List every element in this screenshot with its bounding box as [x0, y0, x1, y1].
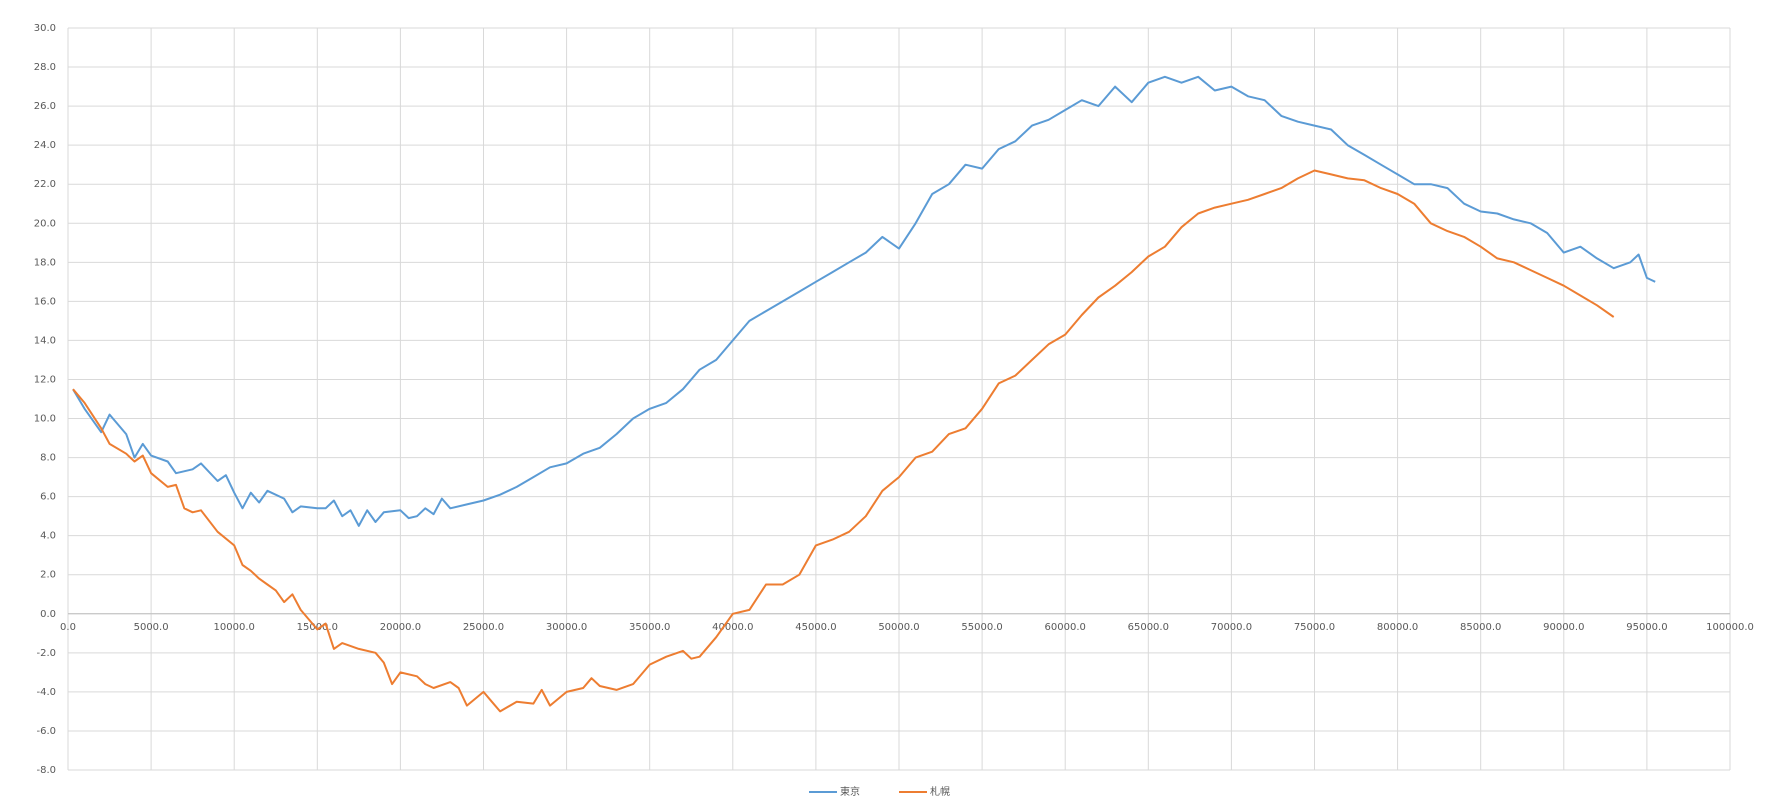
- y-tick-label: 20.0: [34, 218, 56, 229]
- x-tick-label: 5000.0: [134, 622, 169, 633]
- y-tick-label: -8.0: [36, 765, 56, 776]
- x-tick-label: 35000.0: [629, 622, 670, 633]
- x-tick-label: 80000.0: [1377, 622, 1418, 633]
- y-tick-label: -4.0: [36, 687, 56, 698]
- legend-label: 東京: [840, 785, 860, 798]
- y-tick-label: 0.0: [40, 609, 56, 620]
- x-tick-label: 30000.0: [546, 622, 587, 633]
- x-tick-label: 20000.0: [380, 622, 421, 633]
- x-tick-label: 40000.0: [712, 622, 753, 633]
- series-line: [72, 169, 1615, 713]
- x-tick-label: 25000.0: [463, 622, 504, 633]
- x-tick-label: 50000.0: [878, 622, 919, 633]
- x-tick-label: 75000.0: [1294, 622, 1335, 633]
- x-tick-label: 70000.0: [1211, 622, 1252, 633]
- y-tick-label: 12.0: [34, 374, 56, 385]
- y-tick-label: 6.0: [40, 492, 56, 503]
- y-tick-label: 28.0: [34, 62, 56, 73]
- y-tick-label: -6.0: [36, 726, 56, 737]
- y-tick-label: 8.0: [40, 453, 56, 464]
- x-tick-label: 60000.0: [1045, 622, 1086, 633]
- x-tick-label: 45000.0: [795, 622, 836, 633]
- x-tick-label: 0.0: [60, 622, 76, 633]
- y-tick-label: 18.0: [34, 257, 56, 268]
- y-tick-label: 14.0: [34, 335, 56, 346]
- y-tick-label: 26.0: [34, 101, 56, 112]
- x-tick-label: 55000.0: [961, 622, 1002, 633]
- x-tick-label: 85000.0: [1460, 622, 1501, 633]
- y-tick-label: 2.0: [40, 570, 56, 581]
- x-tick-label: 15000.0: [297, 622, 338, 633]
- x-tick-label: 90000.0: [1543, 622, 1584, 633]
- legend-label: 札幌: [930, 785, 950, 798]
- x-tick-label: 10000.0: [214, 622, 255, 633]
- x-tick-label: 65000.0: [1128, 622, 1169, 633]
- y-tick-label: 4.0: [40, 531, 56, 542]
- x-tick-label: 95000.0: [1626, 622, 1667, 633]
- y-tick-label: 16.0: [34, 296, 56, 307]
- y-tick-label: 10.0: [34, 414, 56, 425]
- x-tick-label: 100000.0: [1706, 622, 1754, 633]
- y-tick-label: 30.0: [34, 23, 56, 34]
- y-tick-label: 22.0: [34, 179, 56, 190]
- series-line: [72, 75, 1656, 527]
- y-tick-label: 24.0: [34, 140, 56, 151]
- y-tick-label: -2.0: [36, 648, 56, 659]
